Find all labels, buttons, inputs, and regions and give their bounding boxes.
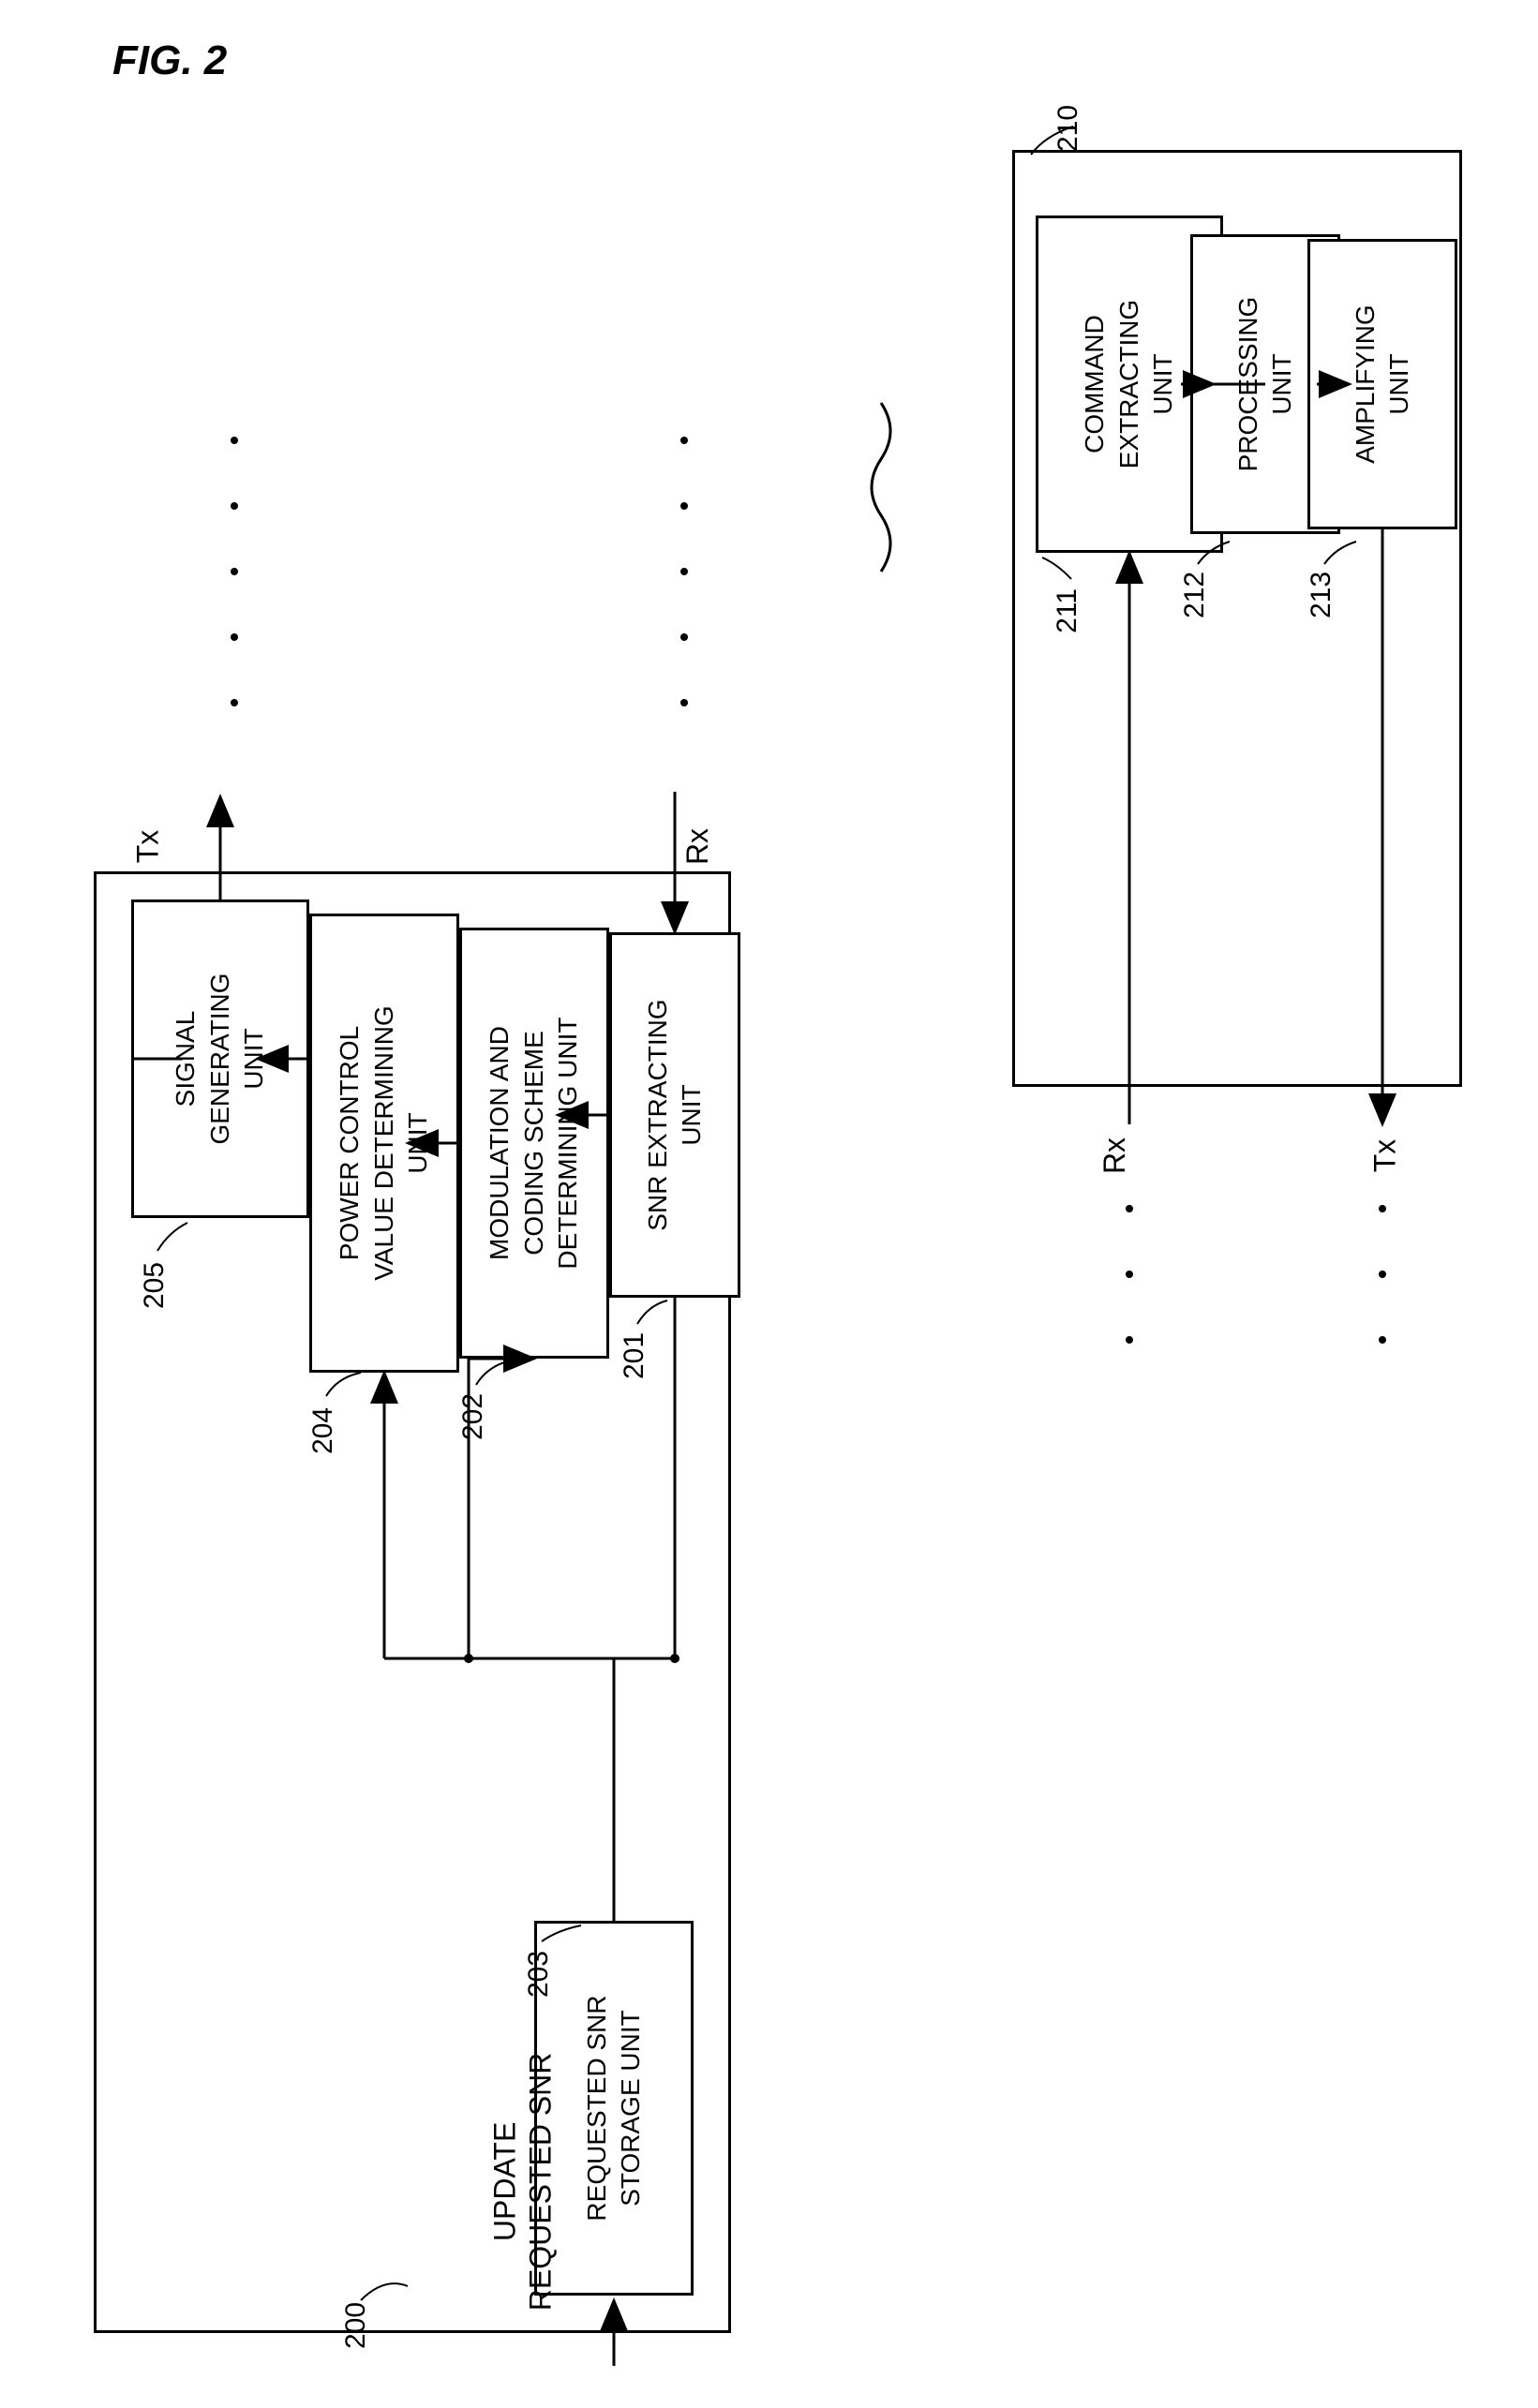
label-rx-right: Rx <box>1098 1137 1132 1174</box>
block-205-label: SIGNALGENERATINGUNIT <box>169 973 271 1144</box>
label-tx-left: Tx <box>130 830 165 864</box>
diagram-canvas: SIGNALGENERATINGUNIT POWER CONTROLVALUE … <box>37 122 1500 2371</box>
block-202-label: MODULATION ANDCODING SCHEMEDETERMINING U… <box>483 1017 585 1269</box>
block-power-control: POWER CONTROLVALUE DETERMININGUNIT <box>309 914 459 1373</box>
ref-205: 205 <box>139 1262 171 1309</box>
block-201-label: SNR EXTRACTINGUNIT <box>641 999 709 1230</box>
block-204-label: POWER CONTROLVALUE DETERMININGUNIT <box>333 1005 435 1281</box>
block-203-label: REQUESTED SNRSTORAGE UNIT <box>580 1995 649 2221</box>
label-tx-right: Tx <box>1367 1139 1402 1173</box>
ref-210: 210 <box>1053 105 1084 152</box>
ref-213: 213 <box>1306 572 1337 618</box>
ref-203: 203 <box>523 1951 555 1998</box>
ref-212: 212 <box>1179 572 1211 618</box>
figure-title: FIG. 2 <box>112 37 1501 84</box>
block-mcs-determining: MODULATION ANDCODING SCHEMEDETERMINING U… <box>459 928 609 1359</box>
ref-204: 204 <box>307 1407 339 1454</box>
ref-202: 202 <box>457 1393 489 1440</box>
block-211-label: COMMANDEXTRACTINGUNIT <box>1078 300 1180 468</box>
label-rx-left: Rx <box>680 828 715 865</box>
block-213-label: AMPLIFYINGUNIT <box>1349 305 1417 464</box>
block-amplifying: AMPLIFYINGUNIT <box>1307 239 1457 529</box>
label-update-text: UPDATEREQUESTED SNR <box>487 2053 557 2311</box>
block-212-label: PROCESSINGUNIT <box>1232 297 1300 472</box>
ref-201: 201 <box>619 1332 650 1379</box>
block-snr-extracting: SNR EXTRACTINGUNIT <box>609 932 740 1298</box>
ref-200: 200 <box>340 2302 372 2349</box>
label-update-requested-snr: UPDATEREQUESTED SNR <box>486 2053 559 2311</box>
ref-211: 211 <box>1052 588 1083 633</box>
block-signal-generating: SIGNALGENERATINGUNIT <box>131 899 309 1218</box>
